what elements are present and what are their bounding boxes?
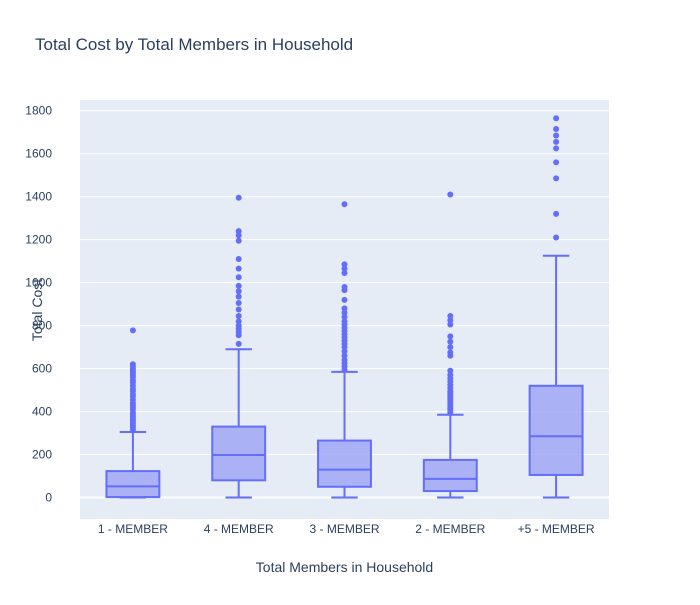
outlier-point xyxy=(553,175,560,182)
outlier-point xyxy=(553,210,560,217)
outlier-point xyxy=(235,282,242,289)
box-trace xyxy=(528,115,584,499)
box-traces xyxy=(105,115,584,499)
outlier-point xyxy=(235,340,242,347)
outlier-point xyxy=(447,344,454,351)
iqr-box xyxy=(105,470,161,499)
y-tick-label: 1000 xyxy=(25,276,52,290)
outlier-point xyxy=(235,228,242,235)
iqr-box xyxy=(528,384,584,476)
outlier-point xyxy=(235,256,242,263)
outlier-point xyxy=(235,312,242,319)
y-tick-label: 1800 xyxy=(25,104,52,118)
y-tick-label: 0 xyxy=(45,491,52,505)
outlier-point xyxy=(447,321,454,328)
outlier-point xyxy=(553,132,560,139)
outlier-point xyxy=(129,327,136,334)
y-tick-labels: 0 200 400 600 800 1000 1200 1400 1600 1800 xyxy=(25,104,52,505)
outlier-point xyxy=(553,115,560,122)
outlier-point xyxy=(341,269,348,276)
iqr-box xyxy=(211,425,267,482)
outlier-point xyxy=(341,352,348,359)
outlier-point xyxy=(235,318,242,325)
outlier-point xyxy=(447,333,454,340)
outlier-point xyxy=(447,191,454,198)
outlier-point xyxy=(447,338,454,345)
outlier-point xyxy=(447,372,454,379)
outlier-point xyxy=(553,138,560,145)
outlier-point xyxy=(235,232,242,239)
box-trace xyxy=(105,327,161,499)
iqr-box xyxy=(317,439,372,488)
box-trace xyxy=(422,191,478,499)
outlier-point xyxy=(341,261,348,268)
outlier-point xyxy=(553,126,560,133)
y-tick-label: 200 xyxy=(32,448,52,462)
y-tick-label: 1400 xyxy=(25,190,52,204)
outlier-point xyxy=(341,318,348,325)
x-axis-title: Total Members in Household xyxy=(256,559,433,575)
outlier-point xyxy=(235,306,242,313)
x-tick-label: 3 - MEMBER xyxy=(309,522,379,536)
box-trace xyxy=(317,201,372,499)
x-tick-label: 1 - MEMBER xyxy=(98,522,168,536)
y-tick-label: 1600 xyxy=(25,147,52,161)
outlier-point xyxy=(447,349,454,356)
outlier-point xyxy=(553,234,560,241)
y-tick-label: 800 xyxy=(32,319,52,333)
outlier-point xyxy=(447,367,454,374)
x-tick-labels: 1 - MEMBER 4 - MEMBER 3 - MEMBER 2 - MEMBER… xyxy=(98,522,595,536)
x-tick-label: 2 - MEMBER xyxy=(415,522,485,536)
outlier-point xyxy=(235,265,242,272)
outlier-point xyxy=(235,274,242,281)
outlier-point xyxy=(553,145,560,152)
outlier-point xyxy=(235,300,242,307)
y-tick-label: 1200 xyxy=(25,233,52,247)
y-axis-title: Total Cost xyxy=(29,279,45,341)
outlier-point xyxy=(447,312,454,319)
outlier-point xyxy=(341,348,348,355)
outlier-point xyxy=(341,265,348,272)
outlier-point xyxy=(341,283,348,290)
outlier-point xyxy=(235,194,242,201)
outlier-point xyxy=(235,288,242,295)
y-tick-label: 400 xyxy=(32,405,52,419)
chart-title: Total Cost by Total Members in Household xyxy=(35,35,353,54)
outlier-point xyxy=(447,317,454,324)
outlier-point xyxy=(341,201,348,208)
outlier-point xyxy=(341,356,348,363)
outlier-point xyxy=(235,322,242,329)
outlier-point xyxy=(341,314,348,321)
x-tick-label: 4 - MEMBER xyxy=(204,522,274,536)
x-tick-label: +5 - MEMBER xyxy=(518,522,595,536)
outlier-point xyxy=(235,237,242,244)
outlier-point xyxy=(129,361,136,368)
outlier-point xyxy=(341,296,348,303)
box-trace xyxy=(211,194,267,499)
outlier-point xyxy=(341,305,348,312)
outlier-point xyxy=(553,159,560,166)
outlier-point xyxy=(341,309,348,316)
y-tick-label: 600 xyxy=(32,362,52,376)
iqr-box xyxy=(422,458,478,493)
outlier-point xyxy=(235,293,242,300)
